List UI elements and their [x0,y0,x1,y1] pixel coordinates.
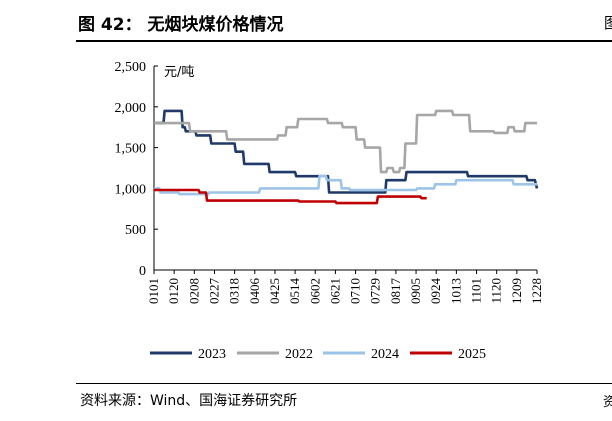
x-tick-label: 1120 [489,278,504,304]
x-tick-label: 0425 [267,278,282,304]
x-tick-label: 1101 [469,278,484,304]
x-tick-label: 0101 [146,278,161,304]
figure-title: 图 42： 无烟块煤价格情况 [78,15,284,35]
y-tick-label: 1,000 [115,182,147,197]
y-tick-label: 500 [125,223,146,238]
legend-label-2024: 2024 [371,347,399,362]
chart-legend: 2023 2022 2024 2025 [150,347,486,362]
x-tick-label: 0227 [206,278,221,305]
chart-axes: 0 500 1,000 1,500 2,000 2,500 0101 0120 0208 0227… [115,60,545,304]
footer-rule [76,383,612,385]
y-tick-label: 1,500 [115,142,147,157]
x-tick-label: 1209 [509,278,524,304]
legend-label-2025: 2025 [458,347,486,362]
y-tick-label: 2,500 [115,60,147,75]
x-tick-label: 0924 [428,278,443,305]
series-line-2025 [154,188,427,205]
series-line-2022 [154,109,537,174]
x-tick-label: 0621 [327,278,342,304]
x-tick-label: 1013 [448,278,463,304]
x-tick-label: 0729 [368,278,383,304]
x-tick-label: 1228 [529,278,544,304]
y-axis-unit-label: 元/吨 [164,65,194,80]
legend-label-2023: 2023 [198,347,226,362]
x-tick-label: 0602 [307,278,322,304]
chart: 0 500 1,000 1,500 2,000 2,500 0101 0120 0208 0227… [115,60,545,362]
y-tick-label: 0 [139,264,146,279]
y-tick-label: 2,000 [115,101,147,116]
series-line-2024 [154,174,537,196]
series-line-2023 [154,109,539,194]
edge-text-fragment-bottom: 资 [603,395,612,410]
x-tick-label: 0905 [408,278,423,304]
legend-label-2022: 2022 [285,347,313,362]
x-tick-label: 0120 [166,278,181,304]
header-rule [76,40,612,42]
x-tick-label: 0514 [287,278,302,305]
x-tick-label: 0406 [247,278,262,305]
x-tick-label: 0208 [186,278,201,304]
edge-text-fragment-top: 图 [604,14,612,32]
x-tick-label: 0817 [388,278,403,305]
chart-series [154,109,539,205]
x-tick-label: 0318 [227,278,242,304]
figure-source: 资料来源：Wind、国海证券研究所 [80,393,298,409]
x-tick-label: 0710 [348,278,363,304]
